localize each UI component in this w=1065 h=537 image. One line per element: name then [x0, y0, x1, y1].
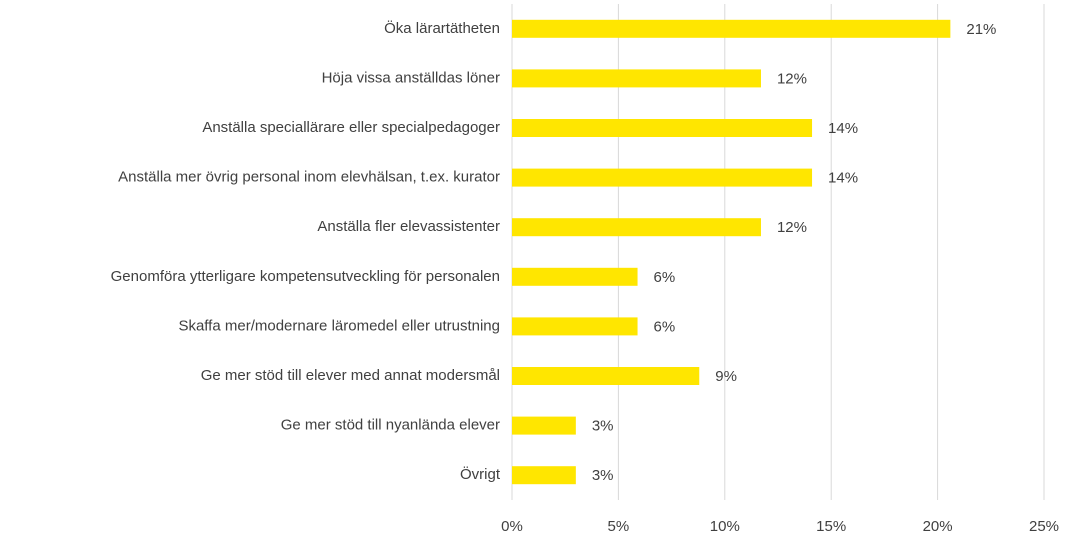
x-tick-label: 5% — [608, 518, 630, 535]
y-tick-label: Anställa mer övrig personal inom elevhäl… — [118, 169, 500, 186]
data-label: 9% — [715, 368, 737, 385]
x-tick-label: 0% — [501, 518, 523, 535]
bar — [512, 119, 813, 137]
y-tick-label: Anställa fler elevassistenter — [317, 218, 500, 235]
bar — [512, 168, 813, 187]
x-tick-label: 15% — [816, 518, 846, 535]
y-tick-label: Ge mer stöd till elever med annat moders… — [201, 367, 500, 384]
y-tick-label: Övrigt — [460, 465, 501, 483]
data-label: 6% — [654, 318, 676, 335]
bar — [512, 267, 638, 286]
y-tick-label: Ge mer stöd till nyanlända elever — [281, 417, 500, 434]
data-label: 21% — [966, 21, 996, 38]
bar — [512, 317, 638, 336]
bar — [512, 416, 576, 435]
y-tick-label: Höja vissa anställdas löner — [322, 69, 500, 86]
x-tick-label: 20% — [923, 518, 953, 535]
data-label: 6% — [654, 269, 676, 286]
y-tick-label: Genomföra ytterligare kompetensutvecklin… — [111, 268, 500, 285]
bar — [512, 218, 761, 237]
bar — [512, 69, 761, 88]
y-tick-label: Skaffa mer/modernare läromedel eller utr… — [178, 317, 500, 334]
bar — [512, 466, 576, 485]
y-tick-label: Öka lärartätheten — [384, 19, 500, 37]
x-tick-label: 25% — [1029, 518, 1059, 535]
data-label: 12% — [777, 70, 807, 87]
data-label: 12% — [777, 219, 807, 236]
bar — [512, 367, 700, 385]
data-label: 3% — [592, 467, 614, 484]
y-tick-label: Anställa speciallärare eller specialpeda… — [202, 119, 500, 136]
data-label: 3% — [592, 418, 614, 435]
data-label: 14% — [828, 170, 858, 187]
x-tick-label: 10% — [710, 518, 740, 535]
bar — [512, 19, 951, 38]
data-label: 14% — [828, 120, 858, 137]
